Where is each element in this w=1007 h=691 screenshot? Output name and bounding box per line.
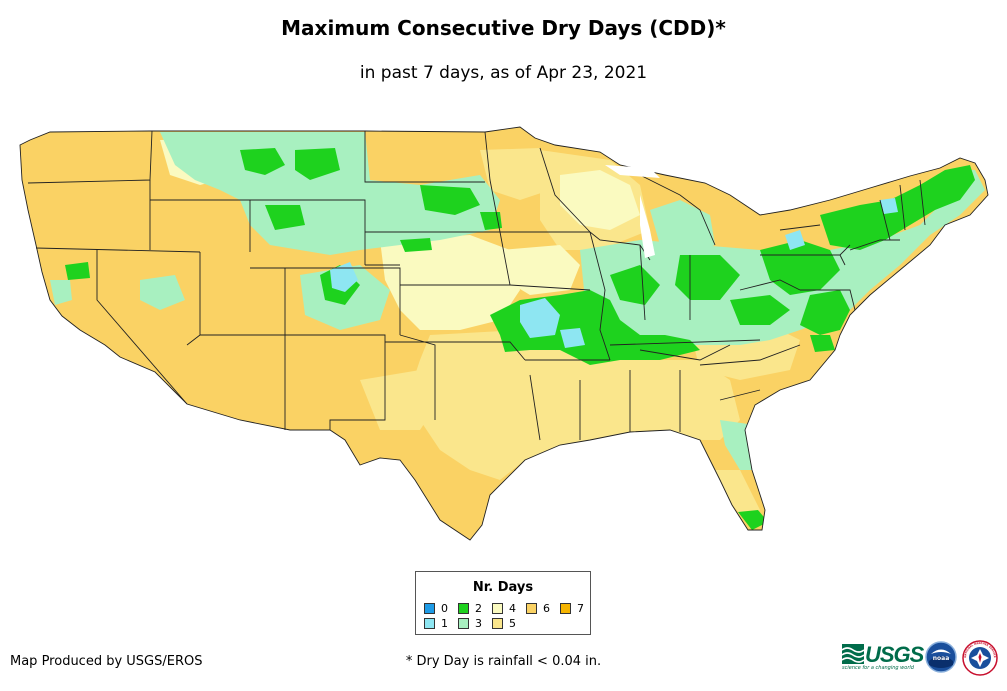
legend-swatch-2: [458, 603, 469, 614]
svg-text:noaa: noaa: [933, 655, 950, 662]
lake-superior: [605, 165, 660, 178]
legend-title: Nr. Days: [472, 580, 534, 595]
lake-michigan: [640, 195, 655, 258]
map-title: Maximum Consecutive Dry Days (CDD)*: [281, 16, 726, 40]
map-subtitle: in past 7 days, as of Apr 23, 2021: [359, 63, 648, 83]
nws-logo-icon: NATIONAL WEATHER SERVICE: [962, 640, 998, 676]
map-legend: Nr. Days 0 1 2 3 4 5 6 7: [415, 571, 591, 635]
legend-swatch-0: [424, 603, 435, 614]
legend-swatch-7: [560, 603, 571, 614]
credit-text: Map Produced by USGS/EROS: [10, 654, 203, 669]
legend-swatch-4: [492, 603, 503, 614]
footnote-text: * Dry Day is rainfall < 0.04 in.: [405, 654, 602, 669]
legend-swatch-1: [424, 618, 435, 629]
usgs-logo: USGS science for a changing world: [842, 642, 924, 671]
cdd-raster: [20, 127, 988, 540]
noaa-logo-icon: noaa: [925, 641, 957, 673]
state-borders: [19, 126, 989, 541]
legend-swatch-5: [492, 618, 503, 629]
usgs-wave-icon: [842, 644, 864, 664]
legend-swatch-6: [526, 603, 537, 614]
legend-swatch-3: [458, 618, 469, 629]
